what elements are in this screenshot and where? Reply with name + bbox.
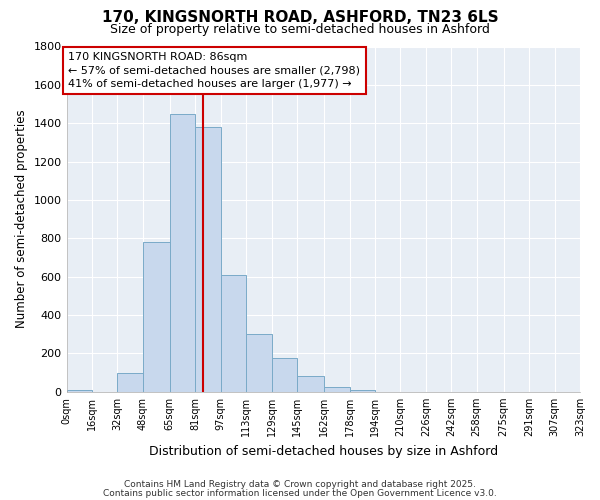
Text: Size of property relative to semi-detached houses in Ashford: Size of property relative to semi-detach… [110, 22, 490, 36]
Text: Contains HM Land Registry data © Crown copyright and database right 2025.: Contains HM Land Registry data © Crown c… [124, 480, 476, 489]
Bar [272, 358, 297, 392]
Bar [118, 372, 143, 392]
Bar [246, 334, 272, 392]
Bar [350, 390, 375, 392]
Text: 170, KINGSNORTH ROAD, ASHFORD, TN23 6LS: 170, KINGSNORTH ROAD, ASHFORD, TN23 6LS [101, 10, 499, 25]
Text: Contains public sector information licensed under the Open Government Licence v3: Contains public sector information licen… [103, 488, 497, 498]
Bar [297, 376, 324, 392]
Bar [221, 275, 246, 392]
Bar [324, 387, 350, 392]
Text: 170 KINGSNORTH ROAD: 86sqm
← 57% of semi-detached houses are smaller (2,798)
41%: 170 KINGSNORTH ROAD: 86sqm ← 57% of semi… [68, 52, 360, 88]
Bar [170, 114, 196, 392]
Bar [196, 127, 221, 392]
Y-axis label: Number of semi-detached properties: Number of semi-detached properties [15, 110, 28, 328]
Bar [143, 242, 170, 392]
Bar [67, 390, 92, 392]
X-axis label: Distribution of semi-detached houses by size in Ashford: Distribution of semi-detached houses by … [149, 444, 498, 458]
